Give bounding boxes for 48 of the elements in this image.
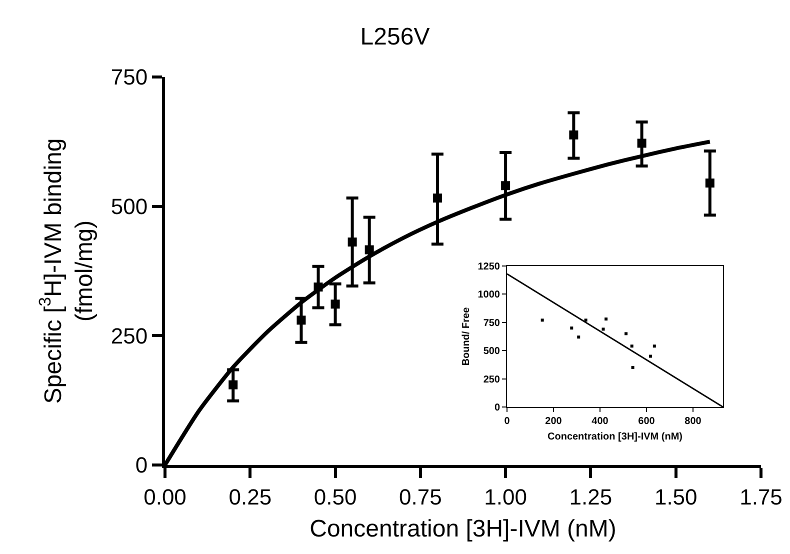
x-tick-label: 400 xyxy=(592,416,609,427)
x-tick-label: 0 xyxy=(504,416,510,427)
point xyxy=(330,300,340,309)
point xyxy=(364,245,374,254)
point xyxy=(624,332,628,336)
point xyxy=(348,238,357,247)
x-tick-label: 0.75 xyxy=(399,484,442,510)
point xyxy=(584,318,588,322)
x-tick-label: 0.00 xyxy=(144,484,186,510)
y-tick-label: 500 xyxy=(110,194,148,220)
point xyxy=(602,328,605,331)
x-tick-label: 1.25 xyxy=(569,484,612,510)
x-tick-label: 1.00 xyxy=(484,484,527,510)
point xyxy=(652,344,656,348)
y-tick-label: 250 xyxy=(483,374,500,386)
x-tick-label: 1.75 xyxy=(740,484,782,510)
x-axis-title: Concentration [3H]-IVM (nM) xyxy=(310,516,616,543)
x-axis-title: Concentration [3H]-IVM (nM) xyxy=(548,432,682,442)
point xyxy=(630,344,634,348)
y-tick-label: 0 xyxy=(135,452,148,478)
point xyxy=(631,366,634,370)
y-tick-label: 1000 xyxy=(478,290,500,301)
point xyxy=(570,326,574,330)
point xyxy=(637,138,646,148)
y-tick-label: 500 xyxy=(483,346,500,358)
y-tick-label: 0 xyxy=(494,402,500,414)
x-tick-label: 200 xyxy=(545,416,562,427)
point xyxy=(228,380,238,390)
x-tick-label: 800 xyxy=(684,416,702,427)
y-tick-label: 1250 xyxy=(478,262,500,272)
point xyxy=(577,336,580,339)
point xyxy=(569,130,578,140)
x-tick-label: 1.50 xyxy=(654,484,698,510)
x-tick-label: 0.25 xyxy=(228,484,272,510)
point xyxy=(501,181,510,190)
x-tick-label: 600 xyxy=(638,416,656,427)
x-tick-label: 0.50 xyxy=(314,484,357,510)
y-tick-label: 750 xyxy=(110,64,148,90)
point xyxy=(705,178,714,188)
point xyxy=(296,316,306,325)
point xyxy=(540,318,544,322)
point xyxy=(604,318,608,321)
y-tick-label: 750 xyxy=(483,318,500,329)
y-axis-title: Bound/ Free xyxy=(460,306,472,366)
point xyxy=(432,194,442,203)
y-tick-label: 250 xyxy=(110,323,148,348)
chart-title: L256V xyxy=(360,24,430,50)
point xyxy=(648,354,652,358)
